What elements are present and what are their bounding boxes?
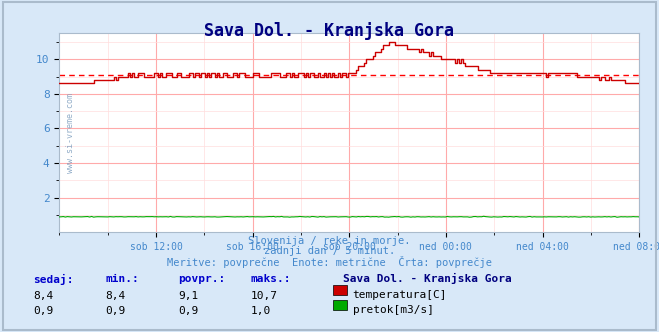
Text: Sava Dol. - Kranjska Gora: Sava Dol. - Kranjska Gora (204, 22, 455, 40)
Text: 0,9: 0,9 (178, 306, 198, 316)
Text: zadnji dan / 5 minut.: zadnji dan / 5 minut. (264, 246, 395, 256)
Text: sedaj:: sedaj: (33, 274, 73, 285)
Text: 8,4: 8,4 (105, 290, 126, 300)
Text: povpr.:: povpr.: (178, 274, 225, 284)
Text: 0,9: 0,9 (33, 306, 53, 316)
Text: Slovenija / reke in morje.: Slovenija / reke in morje. (248, 236, 411, 246)
Text: min.:: min.: (105, 274, 139, 284)
Text: Meritve: povprečne  Enote: metrične  Črta: povprečje: Meritve: povprečne Enote: metrične Črta:… (167, 256, 492, 268)
Text: pretok[m3/s]: pretok[m3/s] (353, 305, 434, 315)
Text: www.si-vreme.com: www.si-vreme.com (67, 93, 75, 173)
Text: 9,1: 9,1 (178, 290, 198, 300)
Text: 0,9: 0,9 (105, 306, 126, 316)
Text: 8,4: 8,4 (33, 290, 53, 300)
Text: Sava Dol. - Kranjska Gora: Sava Dol. - Kranjska Gora (343, 273, 511, 284)
Text: maks.:: maks.: (250, 274, 291, 284)
Text: 10,7: 10,7 (250, 290, 277, 300)
Text: 1,0: 1,0 (250, 306, 271, 316)
Text: temperatura[C]: temperatura[C] (353, 290, 447, 299)
